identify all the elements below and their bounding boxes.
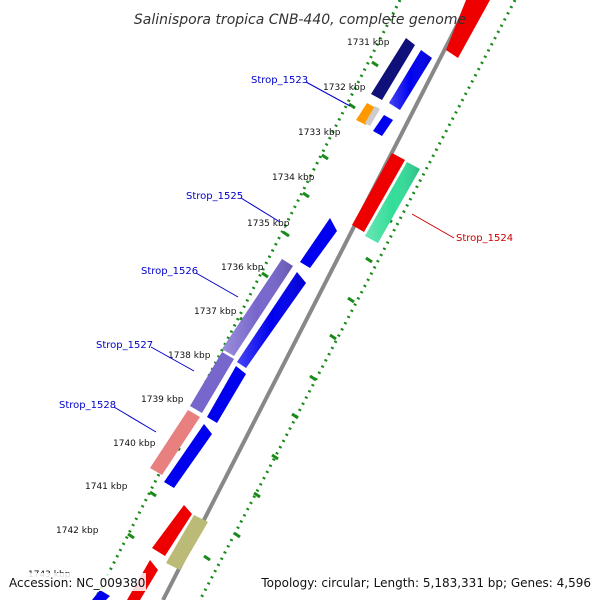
cds-purple-1527[interactable] bbox=[190, 352, 234, 413]
cds-blue-bottom[interactable] bbox=[92, 590, 110, 600]
kbp-tick: 1735 kbp bbox=[247, 219, 290, 229]
gene-label-strop-1524[interactable]: Strop_1524 bbox=[456, 233, 513, 244]
kbp-tick: 1732 kbp bbox=[323, 83, 366, 93]
kbp-tick: 1731 kbp bbox=[347, 38, 390, 48]
gc-track-outer bbox=[93, 0, 402, 600]
kbp-tick: 1738 kbp bbox=[168, 351, 211, 361]
cds-olive-1742[interactable] bbox=[166, 515, 208, 570]
kbp-tick: 1742 kbp bbox=[56, 526, 99, 536]
kbp-tick: 1739 kbp bbox=[141, 395, 184, 405]
cds-orange-1732[interactable] bbox=[356, 103, 376, 125]
gene-label-strop-1525[interactable]: Strop_1525 bbox=[186, 191, 243, 202]
kbp-tick: 1734 kbp bbox=[272, 173, 315, 183]
cds-red-1742[interactable] bbox=[152, 505, 192, 556]
kbp-labels: 1731 kbp 1732 kbp 1733 kbp 1734 kbp 1735… bbox=[28, 38, 390, 580]
kbp-tick: 1741 kbp bbox=[85, 482, 128, 492]
cds-blue-1740[interactable] bbox=[164, 424, 212, 488]
gene-label-strop-1527[interactable]: Strop_1527 bbox=[96, 340, 153, 351]
label-leaders bbox=[113, 81, 455, 433]
cds-grey-1732[interactable] bbox=[365, 106, 380, 126]
cds-navy-1731[interactable] bbox=[371, 38, 415, 100]
kbp-tick: 1740 kbp bbox=[113, 439, 156, 449]
kbp-tick: 1736 kbp bbox=[221, 263, 264, 273]
genome-summary-text: Topology: circular; Length: 5,183,331 bp… bbox=[260, 576, 591, 590]
accession-text: Accession: NC_009380 bbox=[9, 576, 145, 590]
kbp-tick: 1737 kbp bbox=[194, 307, 237, 317]
cds-pink-1528[interactable] bbox=[150, 410, 200, 475]
cds-blue-1733[interactable] bbox=[373, 115, 393, 136]
cds-shading bbox=[222, 50, 432, 368]
gene-labels: Strop_1523 Strop_1525 Strop_1526 Strop_1… bbox=[59, 75, 513, 411]
footer-right-bg bbox=[256, 573, 594, 591]
gene-label-strop-1526[interactable]: Strop_1526 bbox=[141, 266, 198, 277]
kbp-tick: 1733 kbp bbox=[298, 128, 341, 138]
map-title: Salinispora tropica CNB-440, complete ge… bbox=[134, 12, 466, 28]
genome-backbone bbox=[161, 0, 472, 600]
cds-red-top[interactable] bbox=[446, 0, 490, 58]
footer-left-bg bbox=[6, 573, 146, 591]
gene-label-strop-1523[interactable]: Strop_1523 bbox=[251, 75, 308, 86]
cds-forward-strand bbox=[127, 0, 490, 600]
gc-track-inner bbox=[198, 0, 517, 600]
cds-red-1524a[interactable] bbox=[352, 153, 405, 232]
gene-label-strop-1528[interactable]: Strop_1528 bbox=[59, 400, 116, 411]
cds-blue-1738[interactable] bbox=[207, 366, 246, 423]
cds-blue-1735[interactable] bbox=[300, 218, 337, 268]
